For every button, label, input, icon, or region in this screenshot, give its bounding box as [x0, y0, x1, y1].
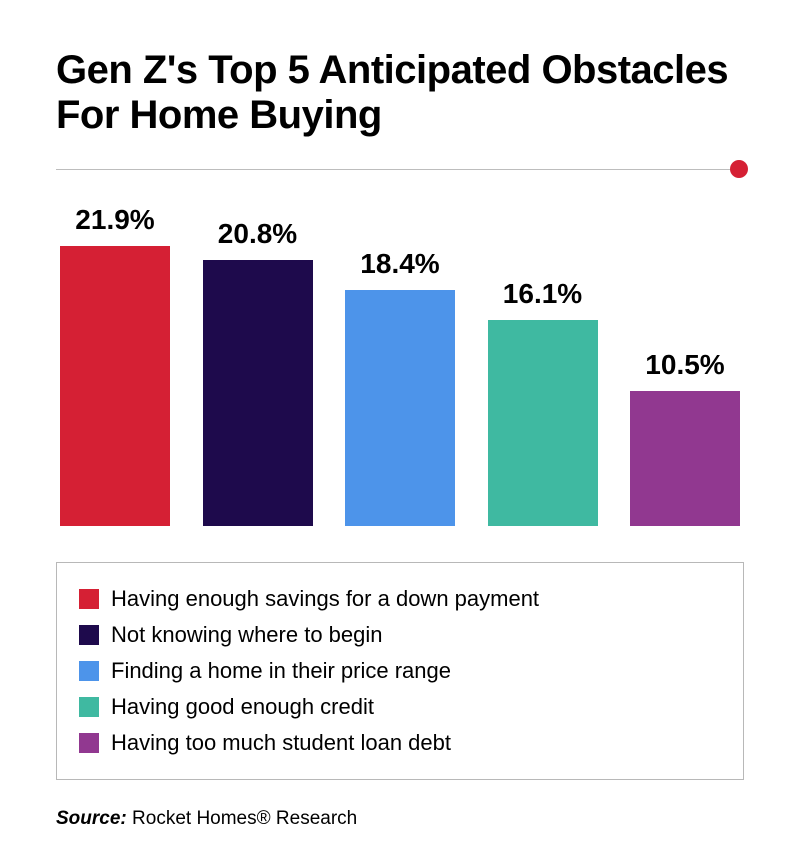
bar-value-label: 20.8%	[218, 218, 297, 250]
bar-value-label: 18.4%	[360, 248, 439, 280]
bar	[345, 290, 455, 525]
source-label: Source:	[56, 808, 127, 829]
legend-item: Not knowing where to begin	[79, 617, 721, 653]
legend-label: Having too much student loan debt	[111, 730, 451, 756]
legend-item: Having enough savings for a down payment	[79, 581, 721, 617]
bar	[488, 320, 598, 526]
bar-value-label: 16.1%	[503, 278, 582, 310]
bar-group: 10.5%	[630, 349, 740, 525]
bar	[630, 391, 740, 525]
bar-chart: 21.9% 20.8% 18.4% 16.1% 10.5%	[56, 206, 744, 526]
source-attribution: Source: Rocket Homes® Research	[56, 808, 744, 830]
bar	[203, 260, 313, 526]
bar-group: 21.9%	[60, 204, 170, 526]
bar	[60, 246, 170, 526]
legend-item: Having good enough credit	[79, 689, 721, 725]
chart-title: Gen Z's Top 5 Anticipated Obstacles For …	[56, 48, 744, 138]
legend-label: Finding a home in their price range	[111, 658, 451, 684]
legend-label: Not knowing where to begin	[111, 622, 383, 648]
title-divider	[56, 162, 744, 176]
source-text: Rocket Homes® Research	[132, 808, 357, 829]
bar-group: 20.8%	[203, 218, 313, 526]
legend-item: Finding a home in their price range	[79, 653, 721, 689]
divider-dot	[730, 160, 748, 178]
bar-value-label: 10.5%	[645, 349, 724, 381]
divider-line	[56, 169, 744, 170]
bar-value-label: 21.9%	[75, 204, 154, 236]
bar-group: 16.1%	[488, 278, 598, 526]
legend-swatch	[79, 733, 99, 753]
legend-label: Having good enough credit	[111, 694, 374, 720]
bar-group: 18.4%	[345, 248, 455, 525]
legend-swatch	[79, 589, 99, 609]
legend: Having enough savings for a down payment…	[56, 562, 744, 780]
legend-item: Having too much student loan debt	[79, 725, 721, 761]
legend-swatch	[79, 697, 99, 717]
legend-swatch	[79, 625, 99, 645]
legend-label: Having enough savings for a down payment	[111, 586, 539, 612]
legend-swatch	[79, 661, 99, 681]
